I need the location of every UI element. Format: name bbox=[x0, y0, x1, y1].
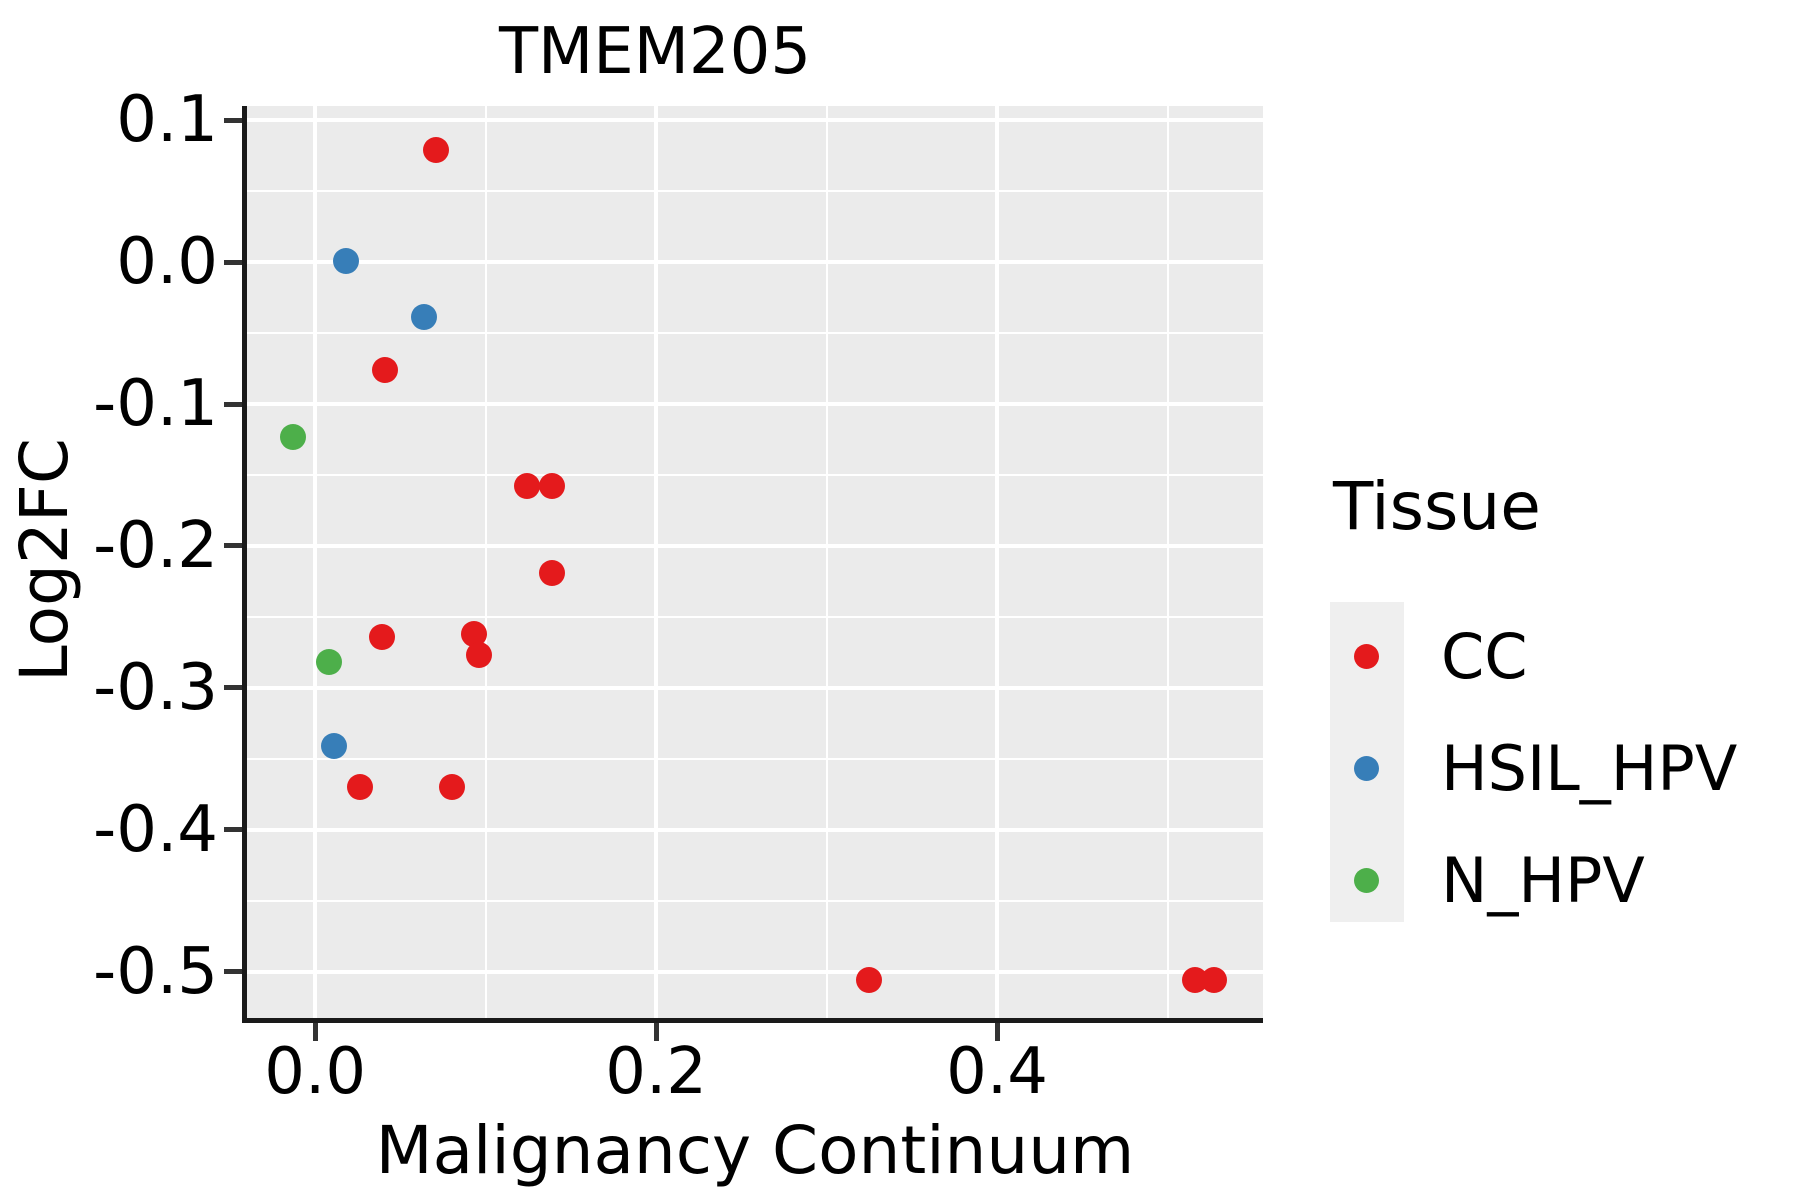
x-minor-gridline bbox=[825, 106, 828, 1020]
x-major-gridline bbox=[995, 106, 1000, 1020]
y-major-gridline bbox=[247, 402, 1263, 407]
y-tick-label: -0.3 bbox=[93, 650, 218, 725]
y-axis-tick bbox=[224, 827, 242, 833]
y-axis-tick bbox=[224, 259, 242, 265]
x-major-gridline bbox=[313, 106, 318, 1020]
y-major-gridline bbox=[247, 260, 1263, 265]
y-axis-tick bbox=[224, 685, 242, 691]
y-minor-gridline bbox=[247, 757, 1263, 760]
data-point-hsil_hpv bbox=[332, 247, 359, 274]
y-minor-gridline bbox=[247, 899, 1263, 902]
y-major-gridline bbox=[247, 118, 1263, 123]
y-axis-line bbox=[242, 106, 247, 1023]
y-major-gridline bbox=[247, 827, 1263, 832]
y-minor-gridline bbox=[247, 474, 1263, 476]
y-minor-gridline bbox=[247, 190, 1263, 193]
x-tick-label: 0.4 bbox=[946, 1035, 1048, 1109]
y-minor-gridline bbox=[247, 615, 1263, 618]
data-point-cc bbox=[465, 642, 492, 669]
data-point-cc bbox=[346, 774, 373, 801]
y-tick-label: -0.4 bbox=[93, 792, 218, 867]
data-point-hsil_hpv bbox=[320, 733, 347, 760]
data-point-cc bbox=[372, 356, 399, 383]
data-point-n_hpv bbox=[280, 423, 307, 450]
legend-item-cc: CC bbox=[1330, 600, 1528, 712]
x-tick-label: 0.0 bbox=[264, 1035, 367, 1109]
y-major-gridline bbox=[247, 685, 1263, 690]
data-point-n_hpv bbox=[315, 649, 342, 676]
x-major-gridline bbox=[654, 106, 659, 1020]
legend-swatch-cc-icon bbox=[1354, 643, 1379, 669]
y-axis-tick bbox=[224, 401, 242, 407]
plot-panel bbox=[247, 106, 1263, 1020]
data-point-cc bbox=[368, 623, 395, 650]
y-axis-tick bbox=[224, 117, 242, 123]
x-axis-title: Malignancy Continuum bbox=[375, 1112, 1135, 1189]
y-axis-tick bbox=[224, 969, 242, 975]
y-major-gridline bbox=[247, 543, 1263, 548]
legend-swatch-hsil-hpv-icon bbox=[1354, 755, 1379, 781]
legend-item-hsil-hpv: HSIL_HPV bbox=[1330, 712, 1737, 824]
x-axis-tick bbox=[312, 1023, 318, 1041]
data-point-cc bbox=[438, 774, 465, 801]
x-minor-gridline bbox=[484, 106, 487, 1020]
plot-title: TMEM205 bbox=[498, 15, 812, 89]
legend-label-cc: CC bbox=[1441, 619, 1528, 693]
y-tick-label: -0.2 bbox=[93, 508, 218, 583]
x-axis-line bbox=[242, 1018, 1263, 1023]
legend-title: Tissue bbox=[1333, 468, 1541, 545]
data-point-cc bbox=[513, 473, 540, 500]
x-minor-gridline bbox=[1166, 106, 1169, 1020]
y-tick-label: 0.0 bbox=[116, 225, 218, 300]
data-point-cc bbox=[539, 559, 566, 586]
y-minor-gridline bbox=[247, 332, 1263, 335]
x-axis-tick bbox=[653, 1023, 659, 1041]
y-major-gridline bbox=[247, 969, 1263, 974]
y-tick-label: -0.5 bbox=[93, 934, 218, 1009]
legend-label-hsil-hpv: HSIL_HPV bbox=[1441, 731, 1738, 805]
data-point-hsil_hpv bbox=[411, 304, 438, 331]
y-axis-tick bbox=[224, 543, 242, 549]
data-point-cc bbox=[1200, 967, 1227, 994]
x-tick-label: 0.2 bbox=[605, 1035, 708, 1109]
x-axis-tick bbox=[994, 1023, 1000, 1041]
data-point-cc bbox=[856, 967, 883, 994]
legend-item-n-hpv: N_HPV bbox=[1330, 824, 1645, 936]
legend-swatch-n-hpv-icon bbox=[1354, 867, 1379, 893]
data-point-cc bbox=[539, 473, 566, 500]
data-point-cc bbox=[423, 136, 450, 163]
legend-label-n-hpv: N_HPV bbox=[1441, 843, 1645, 917]
y-tick-label: -0.1 bbox=[93, 367, 218, 442]
y-tick-label: 0.1 bbox=[116, 83, 218, 158]
